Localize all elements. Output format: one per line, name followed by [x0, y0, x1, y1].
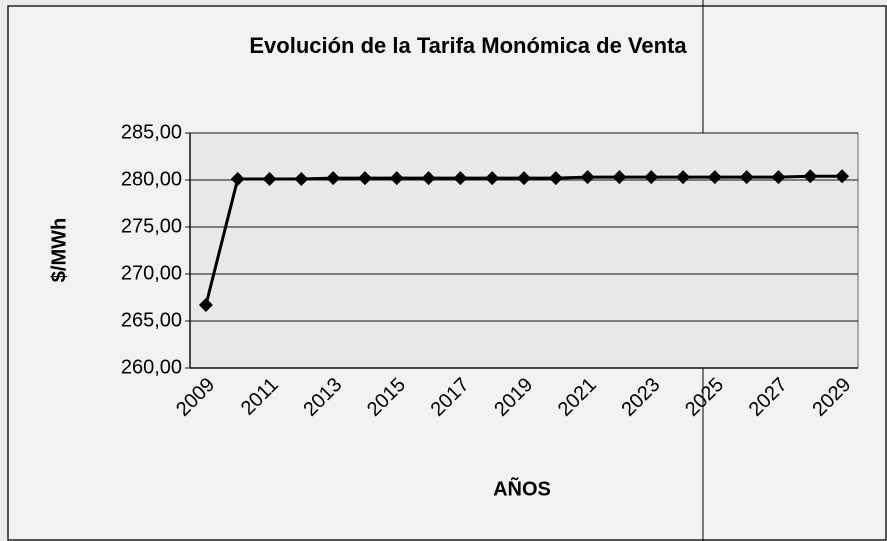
marker [644, 170, 659, 185]
marker [262, 172, 277, 187]
marker [580, 170, 595, 185]
plot-area [189, 132, 859, 369]
marker [230, 172, 245, 187]
marker [803, 169, 818, 184]
marker [453, 171, 468, 186]
marker [326, 171, 341, 186]
marker [357, 171, 372, 186]
x-axis-title: AÑOS [493, 477, 551, 500]
chart-title: Evolución de la Tarifa Monómica de Venta [249, 33, 687, 58]
marker [421, 171, 436, 186]
marker [771, 170, 786, 185]
marker [389, 171, 404, 186]
marker [548, 171, 563, 186]
marker [485, 171, 500, 186]
y-tick-label: 280,00 [121, 168, 182, 190]
marker [835, 169, 850, 184]
y-tick-label: 275,00 [121, 215, 182, 237]
y-tick-label: 265,00 [121, 309, 182, 331]
y-tick-label: 270,00 [121, 262, 182, 284]
marker [294, 172, 309, 187]
marker [739, 170, 754, 185]
y-tick-label: 260,00 [121, 356, 182, 378]
marker [676, 170, 691, 185]
marker [198, 298, 213, 313]
marker [517, 171, 531, 186]
marker [612, 170, 627, 185]
y-axis-title: $/MWh [48, 218, 70, 282]
y-tick-label: 285,00 [121, 121, 182, 143]
marker [707, 170, 722, 185]
